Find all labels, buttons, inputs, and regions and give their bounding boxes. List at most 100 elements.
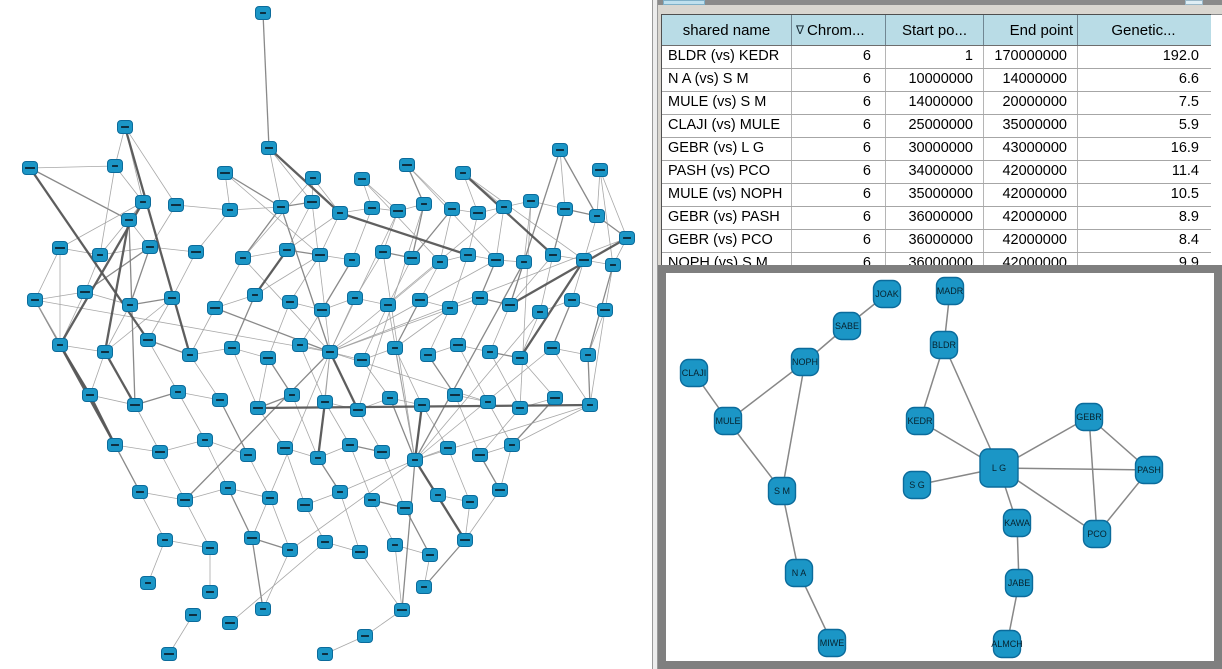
network-edge[interactable]: [499, 444, 513, 491]
column-header-chrom[interactable]: ∇ Chrom...: [791, 15, 885, 45]
network-edge[interactable]: [381, 451, 406, 509]
network-edge[interactable]: [195, 209, 231, 253]
network-edge[interactable]: [262, 12, 270, 149]
network-edge[interactable]: [29, 165, 116, 169]
table-row[interactable]: GEBR (vs) PASH 6 36000000 42000000 8.9: [662, 206, 1211, 229]
table-cell[interactable]: 5.9: [1077, 115, 1209, 137]
network-edge[interactable]: [457, 344, 489, 403]
network-edge[interactable]: [214, 307, 331, 353]
table-cell[interactable]: 10000000: [885, 69, 983, 91]
node-CLAJI[interactable]: [679, 358, 709, 388]
table-cell[interactable]: 1: [885, 46, 983, 68]
table-row[interactable]: MULE (vs) S M 6 14000000 20000000 7.5: [662, 91, 1211, 114]
network-edge[interactable]: [589, 309, 606, 406]
node-PCO[interactable]: [1082, 519, 1112, 549]
network-edge[interactable]: [175, 204, 231, 211]
network-edge[interactable]: [262, 549, 291, 610]
network-edge[interactable]: [177, 391, 206, 441]
scrollbar-fragment-right[interactable]: [1185, 0, 1203, 5]
network-edge[interactable]: [231, 347, 259, 409]
network-edge[interactable]: [59, 201, 144, 249]
network-edge[interactable]: [219, 399, 249, 456]
table-cell[interactable]: 192.0: [1077, 46, 1209, 68]
network-edge[interactable]: [329, 351, 489, 403]
network-edge[interactable]: [147, 539, 166, 584]
table-row[interactable]: GEBR (vs) L G 6 30000000 43000000 16.9: [662, 137, 1211, 160]
table-cell[interactable]: 6: [791, 92, 885, 114]
table-cell[interactable]: 6: [791, 115, 885, 137]
network-edge[interactable]: [519, 200, 532, 409]
network-edge[interactable]: [242, 177, 314, 259]
table-cell[interactable]: 6: [791, 46, 885, 68]
table-cell[interactable]: 170000000: [983, 46, 1077, 68]
network-edge[interactable]: [99, 246, 151, 256]
table-cell[interactable]: 8.4: [1077, 230, 1209, 252]
table-cell[interactable]: N A (vs) S M: [668, 71, 749, 87]
network-edge[interactable]: [257, 357, 269, 409]
network-edge[interactable]: [509, 149, 561, 306]
network-edge[interactable]: [511, 404, 591, 446]
node-JABE[interactable]: [1004, 568, 1034, 598]
table-cell[interactable]: 14000000: [885, 92, 983, 114]
network-edge[interactable]: [289, 459, 416, 551]
table-cell[interactable]: 42000000: [983, 207, 1077, 229]
network-edge[interactable]: [439, 208, 453, 263]
network-edge[interactable]: [509, 254, 554, 306]
table-cell[interactable]: 42000000: [983, 184, 1077, 206]
node-PASH[interactable]: [1134, 455, 1164, 485]
table-cell[interactable]: 10.5: [1077, 184, 1209, 206]
network-edge[interactable]: [149, 204, 177, 248]
network-edge[interactable]: [184, 351, 331, 501]
node-N-A[interactable]: [784, 558, 814, 588]
table-row[interactable]: CLAJI (vs) MULE 6 25000000 35000000 5.9: [662, 114, 1211, 137]
network-edge[interactable]: [349, 444, 373, 501]
node-JOAK[interactable]: [872, 279, 902, 309]
network-edge[interactable]: [124, 126, 177, 206]
table-row[interactable]: GEBR (vs) PCO 6 36000000 42000000 8.4: [662, 229, 1211, 252]
network-edge[interactable]: [464, 489, 501, 541]
network-edge[interactable]: [286, 201, 313, 251]
network-edge[interactable]: [89, 351, 106, 396]
table-cell[interactable]: 43000000: [983, 138, 1077, 160]
table-cell[interactable]: 11.4: [1077, 161, 1209, 183]
table-cell[interactable]: 6.6: [1077, 69, 1209, 91]
main-network-panel[interactable]: [0, 0, 652, 669]
table-cell[interactable]: 6: [791, 69, 885, 91]
network-edge[interactable]: [411, 203, 425, 259]
network-edge[interactable]: [139, 491, 166, 541]
network-edge[interactable]: [267, 301, 291, 359]
network-edge[interactable]: [394, 307, 451, 349]
network-edge[interactable]: [254, 254, 321, 296]
network-edge[interactable]: [104, 304, 131, 353]
network-edge[interactable]: [599, 169, 614, 266]
network-edge[interactable]: [559, 149, 566, 210]
table-cell[interactable]: MULE (vs) S M: [668, 94, 767, 110]
network-edge[interactable]: [280, 206, 331, 353]
table-cell[interactable]: 6: [791, 207, 885, 229]
network-edge[interactable]: [587, 354, 591, 406]
table-cell[interactable]: 36000000: [885, 230, 983, 252]
network-edge[interactable]: [114, 444, 141, 493]
network-edge[interactable]: [489, 304, 511, 353]
node-SABE[interactable]: [832, 311, 862, 341]
node-MADR[interactable]: [935, 276, 965, 306]
network-edge[interactable]: [224, 172, 282, 208]
table-cell[interactable]: 6: [791, 184, 885, 206]
network-edge[interactable]: [251, 537, 264, 610]
network-edge[interactable]: [479, 407, 521, 456]
network-edge[interactable]: [324, 401, 351, 446]
network-edge-bold[interactable]: [339, 211, 469, 257]
network-edge-bold[interactable]: [123, 126, 192, 356]
network-edge[interactable]: [247, 454, 271, 499]
network-edge-bold[interactable]: [254, 249, 288, 296]
network-edge[interactable]: [99, 165, 116, 256]
node-MIWE[interactable]: [817, 628, 847, 658]
table-cell[interactable]: 7.5: [1077, 92, 1209, 114]
table-cell[interactable]: CLAJI (vs) MULE: [668, 117, 780, 133]
table-cell[interactable]: BLDR (vs) KEDR: [668, 48, 780, 64]
network-edge[interactable]: [414, 311, 541, 461]
network-edge[interactable]: [268, 147, 313, 203]
node-KAWA[interactable]: [1002, 508, 1032, 538]
node-L-G[interactable]: [979, 448, 1019, 488]
table-cell[interactable]: 42000000: [983, 230, 1077, 252]
